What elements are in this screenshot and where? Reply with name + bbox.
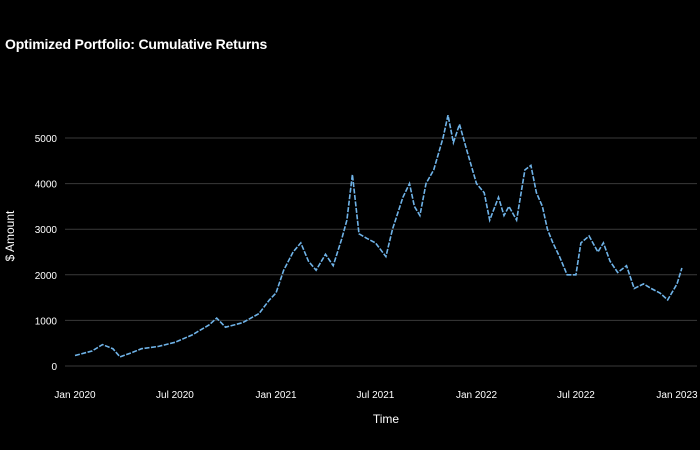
x-axis-label: Time — [373, 412, 400, 426]
x-tick-label: Jul 2022 — [557, 390, 595, 401]
x-tick-labels: Jan 2020 Jul 2020 Jan 2021 Jul 2021 Jan 2022… — [54, 390, 698, 401]
y-tick-labels: 0 1000 2000 3000 4000 5000 — [35, 134, 58, 373]
y-axis-label: $ Amount — [3, 210, 17, 261]
x-tick-label: Jan 2020 — [54, 390, 96, 401]
y-tick-label: 5000 — [35, 134, 58, 145]
y-tick-label: 3000 — [35, 225, 58, 236]
y-tick-label: 1000 — [35, 316, 58, 327]
y-tick-label: 4000 — [35, 180, 58, 191]
x-tick-label: Jan 2021 — [255, 390, 297, 401]
gridlines — [65, 137, 697, 367]
y-tick-label: 0 — [51, 362, 57, 373]
x-tick-label: Jul 2020 — [156, 390, 194, 401]
x-tick-label: Jan 2023 — [656, 390, 698, 401]
x-tick-label: Jul 2021 — [357, 390, 395, 401]
chart-title: Optimized Portfolio: Cumulative Returns — [5, 36, 268, 52]
x-tick-label: Jan 2022 — [456, 390, 498, 401]
series-line — [74, 115, 683, 358]
y-tick-label: 2000 — [35, 271, 58, 282]
